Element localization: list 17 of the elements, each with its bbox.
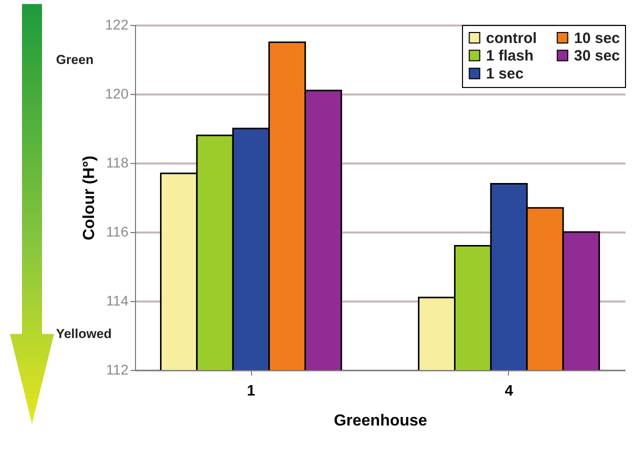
y-axis-title: Colour (H°) (81, 156, 98, 240)
legend-label: 10 sec (574, 30, 620, 47)
y-tick-label: 122 (105, 16, 129, 32)
legend-label: 30 sec (574, 48, 620, 64)
x-tick-label: 1 (246, 382, 256, 400)
legend-label: 1 sec (486, 66, 524, 82)
y-tick-label: 112 (106, 362, 129, 378)
y-tick-label: 120 (105, 86, 129, 102)
y-tick-label: 114 (106, 292, 129, 308)
x-tick-label: 4 (504, 382, 514, 400)
legend-label: control (486, 30, 537, 47)
y-tick-label: 116 (106, 224, 129, 240)
y-tick-label: 118 (106, 154, 129, 170)
text: Yellowed (56, 326, 112, 341)
text: Green (56, 52, 94, 67)
x-axis-title: Greenhouse (334, 412, 428, 430)
legend-label: 1 flash (486, 48, 534, 64)
